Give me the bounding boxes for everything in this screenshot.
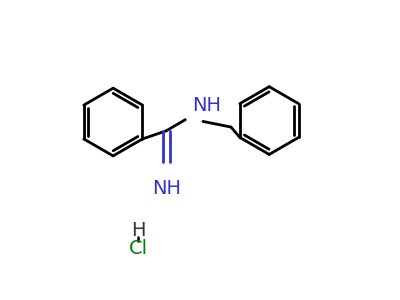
- Text: NH: NH: [152, 179, 181, 198]
- Text: Cl: Cl: [129, 239, 148, 258]
- Text: NH: NH: [192, 96, 221, 115]
- Text: H: H: [131, 221, 146, 241]
